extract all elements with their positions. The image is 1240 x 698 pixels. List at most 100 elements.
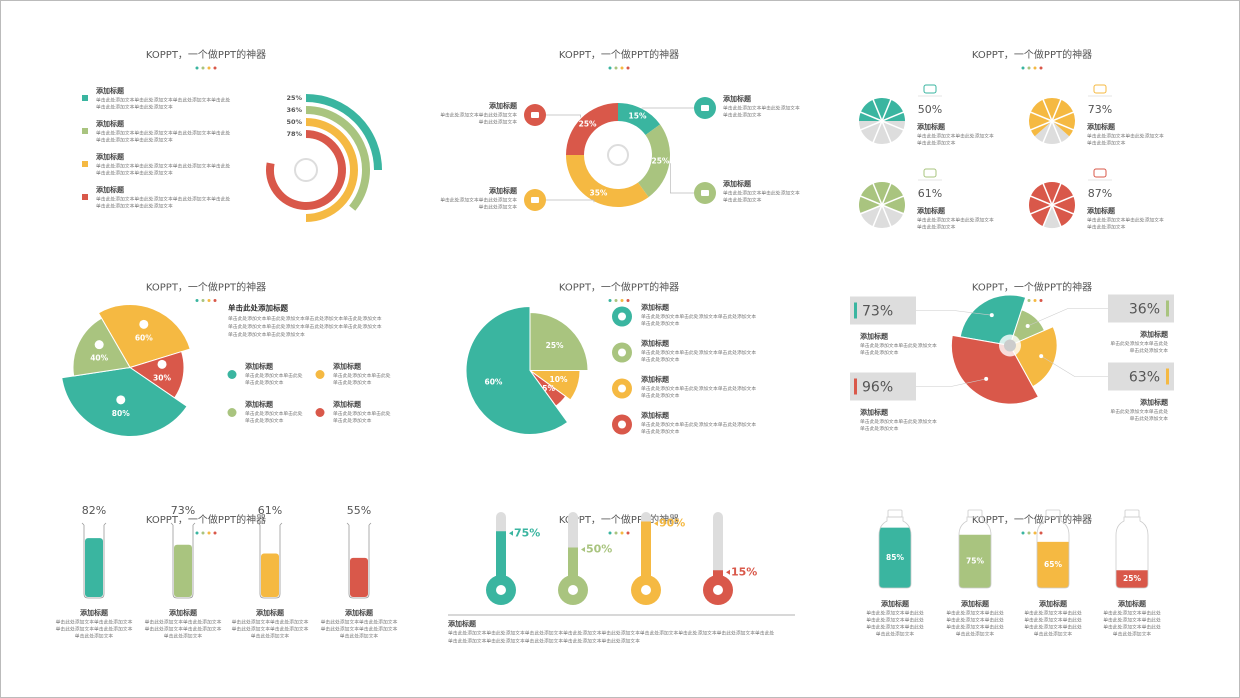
item-title: 添加标题 [723, 94, 752, 103]
item-title: 添加标题 [245, 400, 274, 409]
bottle-cap [1124, 509, 1140, 518]
heading-text: 单击此处添加文本单击此处添加文本单击此处添加文本单击此处添加文本 [228, 315, 382, 322]
item-text: 单击此处添加文本单击此处 [1110, 340, 1168, 347]
item-title: 添加标题 [489, 186, 518, 195]
item-text: 单击此处添加文本 [333, 417, 372, 424]
value-label: 10% [550, 375, 568, 384]
arrow [509, 530, 513, 536]
donut-slice [566, 155, 649, 207]
heading-text: 单击此处添加文本单击此处添加文本 [228, 331, 305, 338]
title-dot [614, 299, 618, 302]
value-bar [1166, 300, 1169, 317]
item-text: 单击此处添加文本单击此处添加文本 [860, 342, 937, 349]
value-bar [854, 302, 857, 319]
icon [1093, 168, 1107, 178]
item-text: 单击此处添加文本单击此处添加文本 [321, 619, 398, 626]
divider [1029, 195, 1053, 206]
item-text: 单击此处添加文本单击此处添加文本 [917, 133, 994, 140]
divider [1051, 195, 1075, 206]
tube-lip [279, 522, 283, 526]
title-dot [207, 299, 211, 302]
tube [348, 525, 370, 599]
item-text: 单击此处添加文本单击此处 [245, 410, 303, 417]
value-label: 73% [171, 504, 195, 517]
item-text: 单击此处添加文本单击此处添加文本单击此处添加文本 [641, 421, 756, 428]
value-box [1108, 294, 1174, 323]
item-text: 单击此处添加文本 [917, 140, 956, 147]
title-dot [213, 66, 217, 70]
rose-slice [1009, 326, 1058, 388]
value-label: 78% [286, 130, 302, 138]
divider [881, 182, 892, 206]
divider [1029, 204, 1053, 215]
tube-lip [170, 522, 174, 526]
bottle-fill [959, 534, 991, 588]
item-text: 单击此处添加文本单击此处 [1110, 408, 1168, 415]
value-label: 87% [1088, 187, 1112, 200]
panel-title: KOPPT，一个做PPT的神器 [972, 513, 1092, 526]
icon-glyph [701, 190, 709, 196]
leader [916, 378, 987, 387]
item-text: 单击此处添加文本 [1087, 140, 1126, 147]
value-label: 60% [135, 333, 153, 342]
tube-fill [350, 557, 368, 597]
icon [227, 370, 237, 379]
item-text: 单击此处添加文本单击此处添加文本 [96, 170, 173, 177]
icon [157, 359, 167, 369]
item-text: 单击此处添加文本单击此处添加文本 [723, 190, 800, 197]
thermo-fill [568, 547, 578, 587]
item-text: 单击此处添加文本 [1034, 631, 1073, 638]
tube-lip [81, 522, 85, 526]
item-title: 添加标题 [1087, 122, 1116, 131]
item-title: 添加标题 [1118, 599, 1147, 608]
divider [881, 98, 892, 122]
item-text: 单击此处添加文本 [1087, 224, 1126, 231]
connector [546, 114, 581, 118]
title-dot [1033, 299, 1037, 302]
item-text: 单击此处添加文本单击此处 [946, 624, 1004, 631]
bottle [1115, 516, 1149, 589]
donut-slice [566, 103, 618, 155]
title-dot [1027, 66, 1031, 70]
icon-glyph [618, 348, 626, 357]
item-text: 单击此处添加文本 [917, 224, 956, 231]
divider [1029, 120, 1053, 131]
legend-square [82, 95, 88, 101]
divider [881, 120, 905, 131]
value-label: 35% [590, 188, 608, 197]
bottle-fill [879, 527, 911, 588]
item-title: 添加标题 [860, 408, 889, 417]
panel-title: KOPPT，一个做PPT的神器 [146, 281, 266, 294]
divider [1051, 111, 1075, 122]
item-title: 添加标题 [917, 206, 946, 215]
value-label: 25% [1123, 574, 1141, 583]
item-text: 单击此处添加文本 [860, 349, 899, 356]
item-text: 单击此处添加文本单击此处添加文本 [56, 619, 133, 626]
item-text: 单击此处添加文本单击此处添加文本 [1087, 133, 1164, 140]
item-text: 单击此处添加文本单击此处 [866, 617, 924, 624]
value-box [1108, 362, 1174, 391]
bottle [958, 516, 992, 589]
item-title: 添加标题 [1039, 599, 1068, 608]
legend-square [82, 161, 88, 167]
thermo-fill [496, 531, 506, 587]
icon-glyph [713, 585, 723, 595]
item-text: 单击此处添加文本单击此处添加文本 [232, 626, 309, 633]
item-title: 添加标题 [641, 375, 670, 384]
title-dot [626, 66, 630, 70]
leader-dot [984, 376, 989, 381]
icon-glyph [618, 312, 626, 321]
item-title: 添加标题 [1140, 398, 1169, 407]
arrow [581, 547, 585, 552]
title-dot [1027, 299, 1031, 302]
divider [1042, 98, 1053, 122]
item-title: 添加标题 [723, 179, 752, 188]
value-label: 61% [258, 504, 282, 517]
value-label: 40% [90, 354, 108, 363]
item-text: 单击此处添加文本单击此处添加文本 [917, 217, 994, 224]
title-dot [213, 531, 217, 535]
item-text: 单击此处添加文本单击此处添加文本单击此处添加文本单击此处添加文本单击此处添加文本 [448, 638, 640, 645]
title-dot [608, 299, 612, 302]
title-dot [1039, 66, 1043, 70]
